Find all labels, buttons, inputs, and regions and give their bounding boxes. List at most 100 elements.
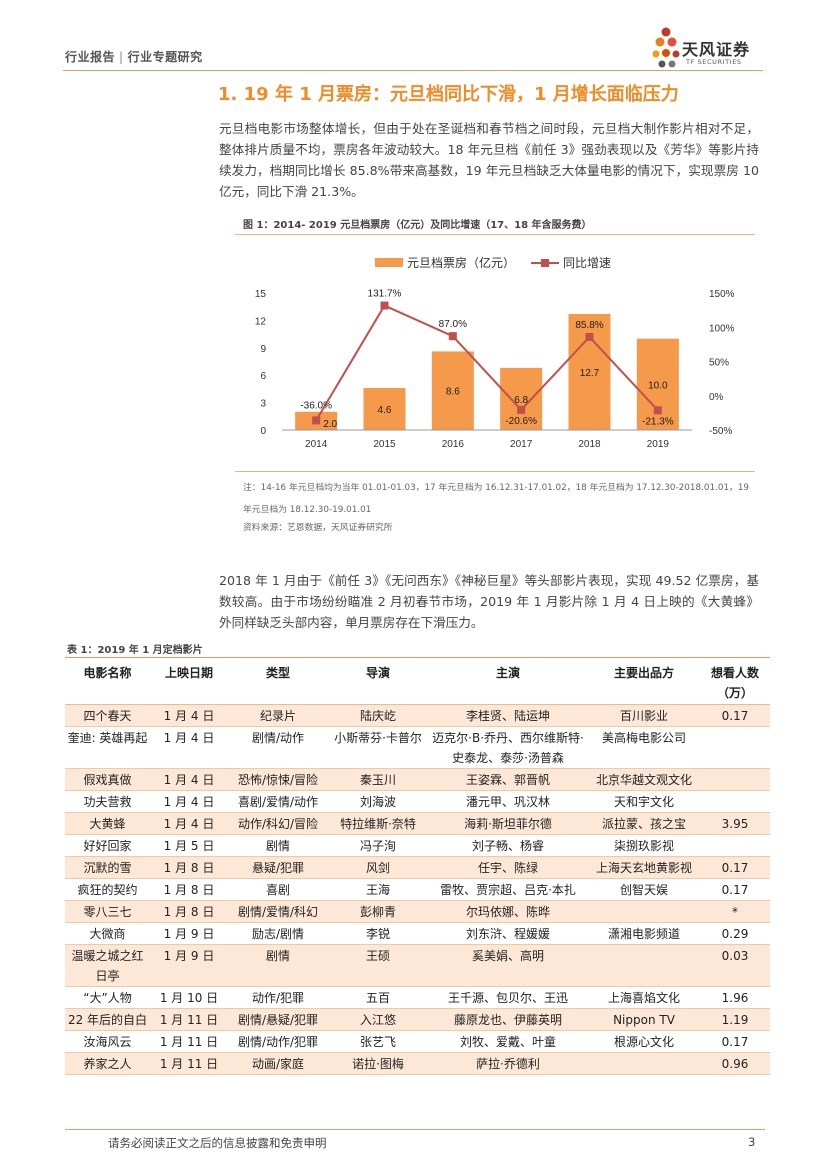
growth-value-label: 85.8% [575, 320, 603, 331]
table-cell: 李桂贤、陆运坤 [428, 704, 588, 727]
table-cell: 风剑 [328, 856, 428, 879]
growth-line [315, 304, 659, 421]
table-cell: 0.17 [700, 856, 770, 879]
table-cell: 汝海风云 [65, 1030, 150, 1053]
footer-disclaimer: 请务必阅读正文之后的信息披露和免责申明 [108, 1136, 327, 1150]
header-divider [63, 70, 763, 71]
growth-value-label: 131.7% [368, 289, 402, 300]
table-cell [700, 790, 770, 813]
table-cell: 派拉蒙、孩之宝 [588, 812, 700, 835]
table-cell: 喜剧 [228, 878, 328, 901]
table-cell: 百川影业 [588, 704, 700, 727]
y-axis-tick-label: 12 [255, 316, 267, 327]
table-cell: 雷牧、贾宗超、吕克·本扎 [428, 878, 588, 901]
table-cell: 刘牧、爱戴、叶童 [428, 1030, 588, 1053]
chart-note: 注：14-16 年元旦档均为当年 01.01-01.03，17 年元旦档为 16… [243, 477, 758, 521]
table-cell: 剧情/悬疑/犯罪 [228, 1008, 328, 1031]
chart-source: 资料来源：艺恩数据，天风证券研究所 [243, 523, 393, 533]
table-cell: 0.96 [700, 1052, 770, 1075]
bar-value-label: 2.0 [323, 419, 337, 430]
chart-note-line-2: 年元旦档为 18.12.30-19.01.01 [243, 505, 372, 515]
y2-axis-tick-label: -50% [709, 426, 732, 437]
report-breadcrumb: 行业报告 | 行业专题研究 [65, 48, 203, 65]
table-cell: 刘子畅、杨睿 [428, 834, 588, 857]
table-cell: 创智天娱 [588, 878, 700, 901]
table-cell: 北京华越文观文化 [588, 768, 700, 791]
breadcrumb-separator: | [119, 50, 124, 64]
column-header: 电影名称 [65, 660, 150, 705]
table-cell [700, 726, 770, 769]
table-cell: 大黄蜂 [65, 812, 150, 835]
table-cell: 1 月 11 日 [150, 1030, 228, 1053]
brand-name: 天风证券 [682, 40, 751, 59]
table-cell: 藤原龙也、伊藤英明 [428, 1008, 588, 1031]
paragraph-january-outlook: 2018 年 1 月由于《前任 3》《无问西东》《神秘巨星》等头部影片表现，实现… [219, 573, 759, 630]
table-row: 假戏真做 1 月 4 日恐怖/惊悚/冒险 秦玉川 王姿霖、郭晋帆 北京华越文观文化 [65, 768, 770, 791]
table-cell: 功夫营救 [65, 790, 150, 813]
column-header: 主要出品方 [588, 660, 700, 705]
table-cell: 冯子洵 [328, 834, 428, 857]
table-cell: 动作/犯罪 [228, 986, 328, 1009]
legend-label-line: 同比增速 [563, 256, 611, 270]
table-cell: 剧情 [228, 944, 328, 987]
table-cell: 1 月 11 日 [150, 1052, 228, 1075]
x-axis-tick-label: 2019 [647, 439, 670, 450]
table-cell: 1 月 4 日 [150, 812, 228, 835]
table-cell: 0.17 [700, 704, 770, 727]
table-cell: 小斯蒂芬·卡普尔 [328, 726, 428, 769]
table-cell: 养家之人 [65, 1052, 150, 1075]
table-row: 养家之人 1 月 11 日动画/家庭 诺拉·图梅 萨拉·乔德利 0.96 [65, 1052, 770, 1075]
table-cell: 彭柳青 [328, 900, 428, 923]
table-row: 大微商 1 月 9 日励志/剧情 李锐 刘东浒、程媛媛 潇湘电影频道 0.29 [65, 922, 770, 945]
table-cell: 海莉·斯坦菲尔德 [428, 812, 588, 835]
growth-marker [517, 405, 526, 414]
box-office-chart: 元旦档票房（亿元） 同比增速 0 3 6 9 12 15 -50% 0% 50% 100% 150% 20… [255, 255, 735, 450]
x-axis-tick-label: 2014 [305, 439, 328, 450]
table-row: 功夫营救 1 月 4 日喜剧/爱情/动作 刘海波 潘元甲、巩汉林 天和宇文化 [65, 790, 770, 813]
table-cell: 任宇、陈绿 [428, 856, 588, 879]
growth-marker [585, 332, 594, 341]
table-cell: 恐怖/惊悚/冒险 [228, 768, 328, 791]
table-row: 汝海风云 1 月 11 日剧情/动作/犯罪 张艺飞 刘牧、爱戴、叶童 根源心文化 0.17 [65, 1030, 770, 1053]
y2-axis-tick-label: 150% [709, 289, 735, 300]
growth-value-label: -36.0% [300, 400, 332, 411]
page-number: 3 [748, 1135, 756, 1149]
table-cell: 零八三七 [65, 900, 150, 923]
table-row: 大黄蜂 1 月 4 日动作/科幻/冒险 特拉维斯·奈特 海莉·斯坦菲尔德 派拉蒙、孩之宝… [65, 812, 770, 835]
table-cell: 美高梅电影公司 [588, 726, 700, 769]
table-cell: 1 月 11 日 [150, 1008, 228, 1031]
y-axis-tick-label: 3 [260, 399, 266, 410]
growth-marker [312, 416, 321, 425]
legend-swatch-bar [375, 258, 403, 267]
table-cell: 奎迪: 英雄再起 [65, 726, 150, 769]
table-cell: 张艺飞 [328, 1030, 428, 1053]
growth-value-label: 87.0% [439, 319, 467, 330]
film-schedule-table: 电影名称 上映日期 类型 导演 主演 主要出品方 想看人数（万） 四个春天 1 月… [65, 660, 770, 1075]
legend-marker-line [541, 259, 549, 267]
table-cell: 入江悠 [328, 1008, 428, 1031]
table-cell: 李锐 [328, 922, 428, 945]
table-caption: 表 1：2019 年 1 月定档影片 [67, 645, 203, 656]
table-cell: 1 月 4 日 [150, 790, 228, 813]
table-cell: 四个春天 [65, 704, 150, 727]
report-subcategory: 行业专题研究 [127, 50, 203, 64]
table-cell: 根源心文化 [588, 1030, 700, 1053]
table-row: 温暖之城之红日亭 1 月 9 日剧情 王硕 奚美娟、高明 0.03 [65, 944, 770, 987]
x-axis-tick-label: 2016 [442, 439, 465, 450]
table-cell: 萨拉·乔德利 [428, 1052, 588, 1075]
bar-value-label: 4.6 [378, 405, 392, 416]
table-row: 沉默的雪 1 月 8 日悬疑/犯罪 风剑 任宇、陈绿 上海天玄地黄影视 0.17 [65, 856, 770, 879]
y2-axis-tick-label: 100% [709, 323, 735, 334]
table-cell: 剧情/动作/犯罪 [228, 1030, 328, 1053]
bar [500, 367, 543, 430]
table-cell: 1.19 [700, 1008, 770, 1031]
table-cell: 1 月 10 日 [150, 986, 228, 1009]
tf-securities-logo-icon [652, 27, 680, 68]
table-cell: 沉默的雪 [65, 856, 150, 879]
table-cell: Nippon TV [588, 1008, 700, 1031]
table-row: 疯狂的契约 1 月 8 日喜剧 王海 雷牧、贾宗超、吕克·本扎 创智天娱 0.17 [65, 878, 770, 901]
table-cell [700, 834, 770, 857]
table-cell: 诺拉·图梅 [328, 1052, 428, 1075]
table-row: 好好回家 1 月 5 日剧情 冯子洵 刘子畅、杨睿 柒捌玖影视 [65, 834, 770, 857]
table-cell: 王千源、包贝尔、王迅 [428, 986, 588, 1009]
